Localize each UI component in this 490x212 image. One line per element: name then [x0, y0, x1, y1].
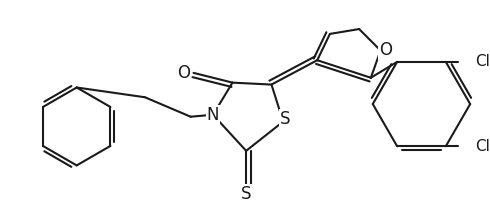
- Text: Cl: Cl: [475, 139, 490, 154]
- Text: S: S: [280, 110, 291, 128]
- Text: O: O: [177, 64, 190, 82]
- Text: S: S: [241, 185, 251, 203]
- Text: Cl: Cl: [475, 54, 490, 69]
- Text: N: N: [207, 106, 220, 124]
- Text: O: O: [379, 42, 392, 60]
